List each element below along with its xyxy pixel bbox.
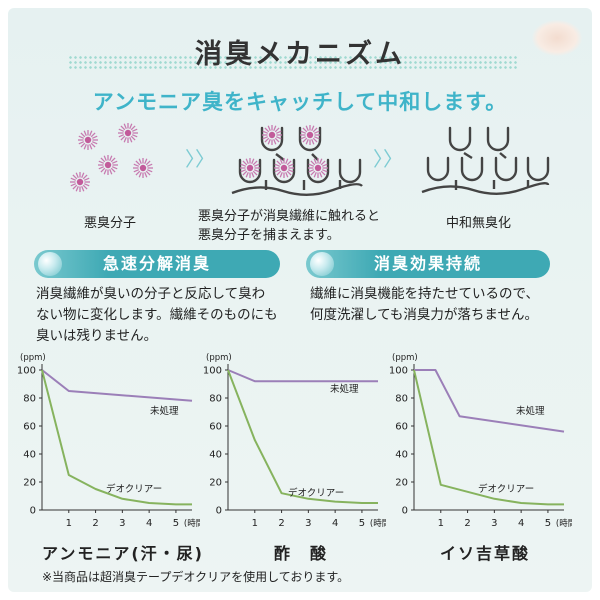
neutralized-fiber-icon [421, 126, 550, 195]
x-tick-label: 4 [518, 518, 524, 529]
x-unit-label: (時間) [556, 519, 572, 529]
x-unit-label: (時間) [184, 519, 200, 529]
chart-title-ammonia: アンモニア(汗・尿) [42, 544, 204, 563]
x-tick-label: 5 [359, 518, 365, 529]
y-tick-label: 40 [23, 450, 36, 461]
y-tick-label: 0 [402, 506, 408, 517]
feature-text-rapid: 消臭繊維が臭いの分子と反応して臭わ ない物に変化します。繊維そのものにも 臭いは… [36, 284, 278, 347]
series-label: 未処理 [330, 383, 359, 395]
x-tick-label: 3 [119, 518, 125, 529]
series-label: デオクリアー [288, 487, 344, 499]
x-tick-label: 1 [252, 518, 258, 529]
y-tick-label: 80 [23, 394, 36, 405]
background-panel [8, 8, 592, 592]
arrow-icon-2: 〉〉 [373, 147, 403, 171]
series-label: 未処理 [516, 405, 545, 417]
x-tick-label: 1 [438, 518, 444, 529]
feature-text-lasting: 繊維に消臭機能を持たせているので、 何度洗濯しても消臭力が落ちません。 [310, 284, 539, 326]
x-tick-label: 5 [173, 518, 179, 529]
y-tick-label: 100 [17, 366, 36, 377]
series-line-deoclear [227, 369, 378, 504]
series-line-deoclear [413, 369, 564, 506]
y-unit-label: (ppm) [20, 353, 46, 363]
y-tick-label: 20 [395, 478, 408, 489]
step-label-catch-line1: 悪臭分子が消臭繊維に触れると [198, 209, 381, 224]
fiber-catching-icon [231, 124, 363, 196]
y-tick-label: 40 [395, 450, 408, 461]
y-tick-label: 60 [23, 422, 36, 433]
page-subtitle: アンモニア臭をキャッチして中和します。 [92, 90, 508, 114]
feature-rapid-line: 臭いは残りません。 [36, 328, 158, 344]
odor-molecules-icon [69, 122, 154, 193]
pill-ball-icon [310, 252, 334, 276]
step-label-odor: 悪臭分子 [84, 216, 137, 231]
x-tick-label: 4 [146, 518, 152, 529]
series-label: 未処理 [150, 405, 179, 417]
page-title: 消臭メカニズム [195, 39, 405, 70]
y-tick-label: 0 [216, 506, 222, 517]
feature-heading-rapid-text: 急速分解消臭 [102, 254, 211, 273]
step-label-neutral: 中和無臭化 [446, 216, 512, 231]
y-tick-label: 0 [30, 506, 36, 517]
feature-rapid-line: ない物に変化します。繊維そのものにも [36, 307, 278, 323]
feature-heading-rapid: 急速分解消臭 [34, 250, 280, 278]
x-tick-label: 5 [545, 518, 551, 529]
feature-heading-lasting: 消臭効果持続 [306, 250, 550, 278]
feature-lasting-line: 何度洗濯しても消臭力が落ちません。 [310, 307, 539, 323]
x-tick-label: 2 [92, 518, 98, 529]
y-tick-label: 20 [23, 478, 36, 489]
y-tick-label: 80 [395, 394, 408, 405]
y-tick-label: 60 [209, 422, 222, 433]
feature-lasting-line: 繊維に消臭機能を持たせているので、 [310, 286, 539, 302]
y-tick-label: 80 [209, 394, 222, 405]
y-tick-label: 20 [209, 478, 222, 489]
x-unit-label: (時間) [370, 519, 386, 529]
y-tick-label: 60 [395, 422, 408, 433]
y-tick-label: 100 [203, 366, 222, 377]
footnote: ※当商品は超消臭テープデオクリアを使用しております。 [42, 570, 350, 584]
series-line-untreated [41, 369, 193, 402]
series-label: デオクリアー [478, 483, 534, 495]
chart-title-acetic: 酢 酸 [274, 544, 329, 563]
series-line-deoclear [41, 369, 192, 506]
x-tick-label: 4 [332, 518, 338, 529]
y-tick-label: 100 [389, 366, 408, 377]
feature-rapid-line: 消臭繊維が臭いの分子と反応して臭わ [36, 286, 266, 302]
series-line-untreated [227, 369, 378, 383]
y-tick-label: 40 [209, 450, 222, 461]
step-label-catch-line2: 悪臭分子を捕まえます。 [198, 228, 340, 243]
series-label: デオクリアー [106, 483, 162, 495]
x-tick-label: 1 [66, 518, 72, 529]
x-tick-label: 2 [278, 518, 284, 529]
chart-title-isovaleric: イソ吉草酸 [440, 544, 531, 563]
x-tick-label: 2 [464, 518, 470, 529]
x-tick-label: 3 [305, 518, 311, 529]
arrow-icon-1: 〉〉 [185, 147, 215, 171]
feature-heading-lasting-text: 消臭効果持続 [373, 254, 482, 273]
pill-ball-icon [38, 252, 62, 276]
series-line-untreated [414, 369, 565, 433]
x-tick-label: 3 [491, 518, 497, 529]
y-unit-label: (ppm) [206, 353, 232, 363]
corner-seal-decoration [532, 20, 582, 56]
title-dot-band [68, 55, 518, 69]
y-unit-label: (ppm) [392, 353, 418, 363]
